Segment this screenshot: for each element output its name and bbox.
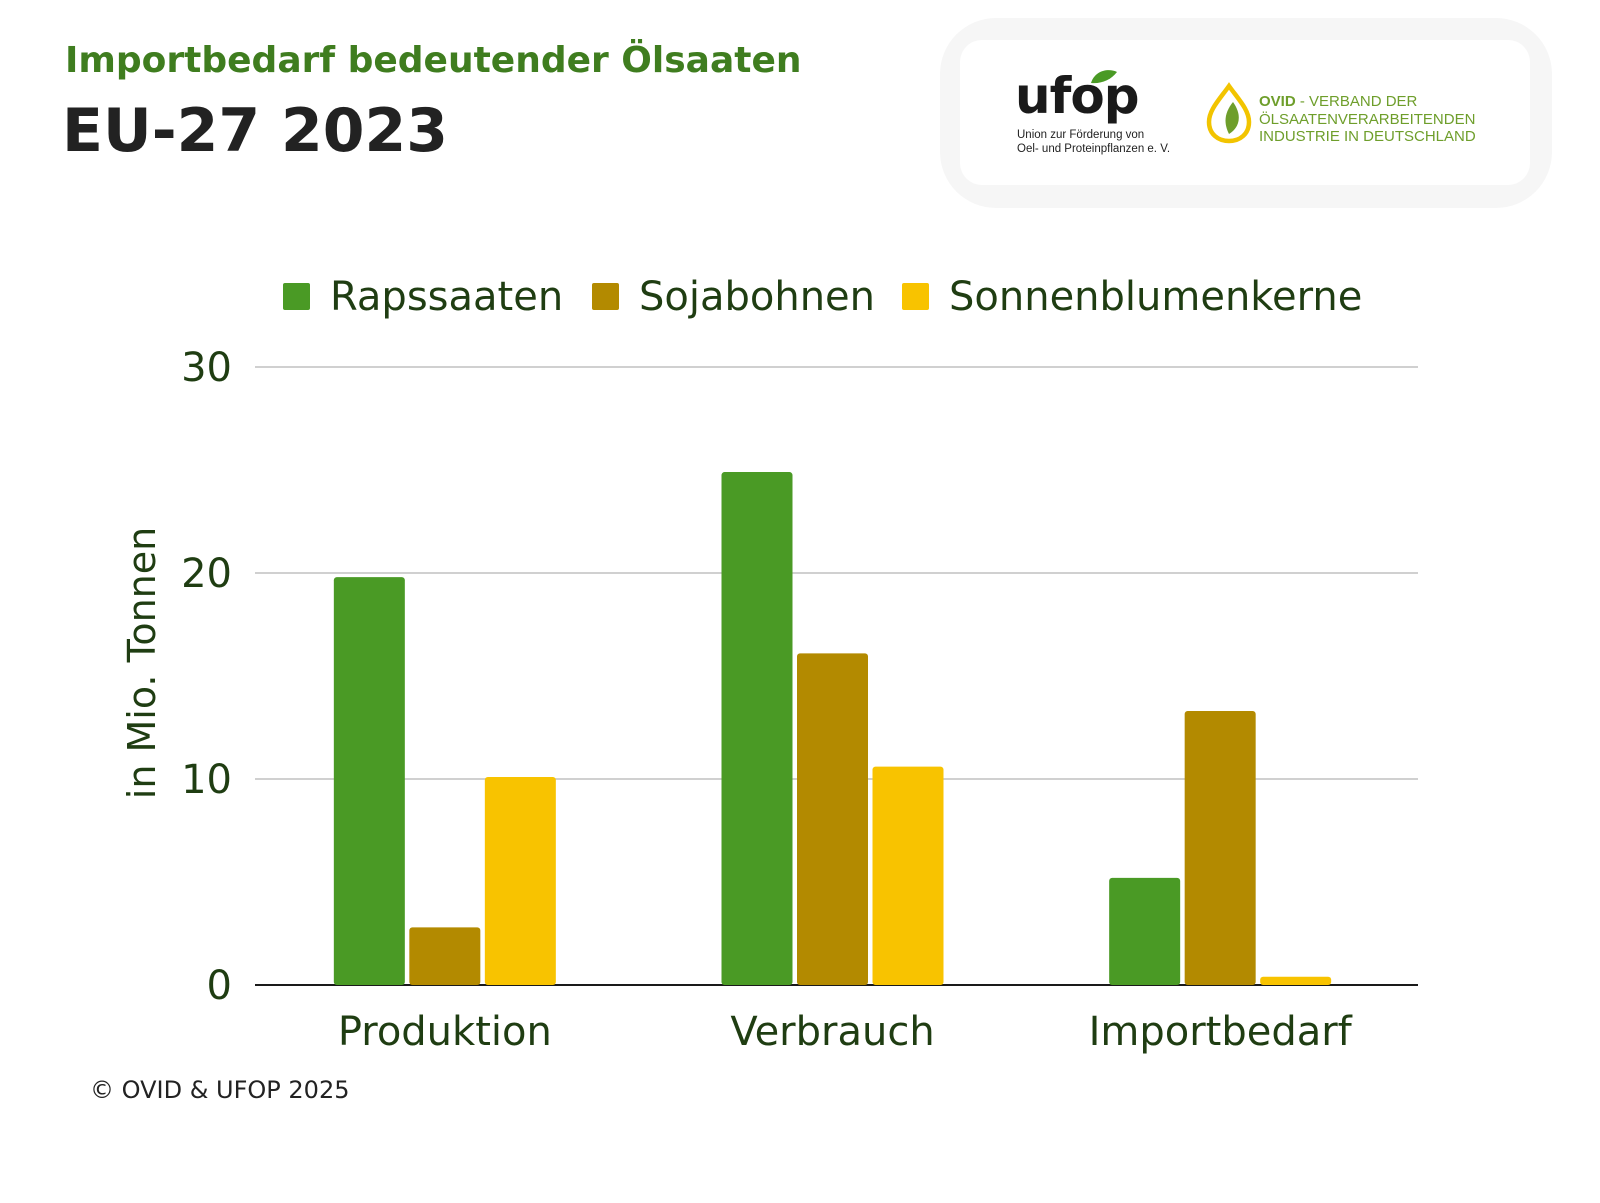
ovid-line1-rest: - VERBAND DER	[1295, 93, 1418, 110]
ovid-line1: OVID - VERBAND DER	[1259, 93, 1476, 111]
ovid-line3: INDUSTRIE IN DEUTSCHLAND	[1259, 128, 1476, 145]
ufop-tagline-line2: Oel- und Proteinpflanzen e. V.	[1017, 143, 1171, 155]
legend-swatch	[283, 283, 310, 310]
ufop-wordmark: ufop	[1015, 67, 1139, 125]
y-tick-label: 0	[207, 963, 232, 1009]
bar-rapssaaten	[1109, 877, 1181, 985]
oil-drop-icon	[1206, 82, 1252, 144]
y-axis-label: in Mio. Tonnen	[120, 527, 164, 799]
chart-kicker: Importbedarf bedeutender Ölsaaten	[65, 40, 802, 81]
x-category-label: Produktion	[338, 1009, 552, 1055]
y-tick-label: 20	[181, 551, 232, 597]
bar-sonnenblumenkerne	[1260, 976, 1332, 985]
bar-rapssaaten	[721, 472, 793, 985]
leaf-icon	[1091, 70, 1117, 84]
legend-label: Rapssaaten	[330, 274, 563, 320]
legend-label: Sonnenblumenkerne	[949, 274, 1362, 320]
legend-swatch	[592, 283, 619, 310]
bar-rapssaaten	[333, 577, 405, 985]
x-category-label: Importbedarf	[1089, 1009, 1353, 1055]
ufop-logo: ufop Union zur Förderung von Oel- und Pr…	[1015, 66, 1190, 161]
ovid-acronym: OVID	[1259, 93, 1296, 110]
ovid-logo: OVID - VERBAND DER ÖLSAATENVERARBEITENDE…	[1203, 82, 1523, 152]
chart-title: EU-27 2023	[62, 96, 448, 166]
bar-sojabohnen	[1184, 711, 1256, 985]
ovid-wordmark: OVID - VERBAND DER ÖLSAATENVERARBEITENDE…	[1259, 93, 1476, 146]
copyright-notice: © OVID & UFOP 2025	[90, 1076, 350, 1104]
ovid-line2: ÖLSAATENVERARBEITENDEN	[1259, 110, 1476, 128]
bar-sonnenblumenkerne	[872, 766, 944, 985]
legend-label: Sojabohnen	[639, 274, 875, 320]
x-category-label: Verbrauch	[730, 1009, 934, 1055]
y-tick-label: 30	[181, 345, 232, 391]
bar-sojabohnen	[797, 653, 868, 985]
ufop-tagline: Union zur Förderung von Oel- und Protein…	[1017, 128, 1170, 156]
legend-swatch	[902, 283, 929, 310]
bar-sojabohnen	[409, 927, 481, 985]
bar-sonnenblumenkerne	[484, 776, 556, 985]
y-tick-label: 10	[181, 757, 232, 803]
ufop-tagline-line1: Union zur Förderung von	[1017, 129, 1145, 141]
